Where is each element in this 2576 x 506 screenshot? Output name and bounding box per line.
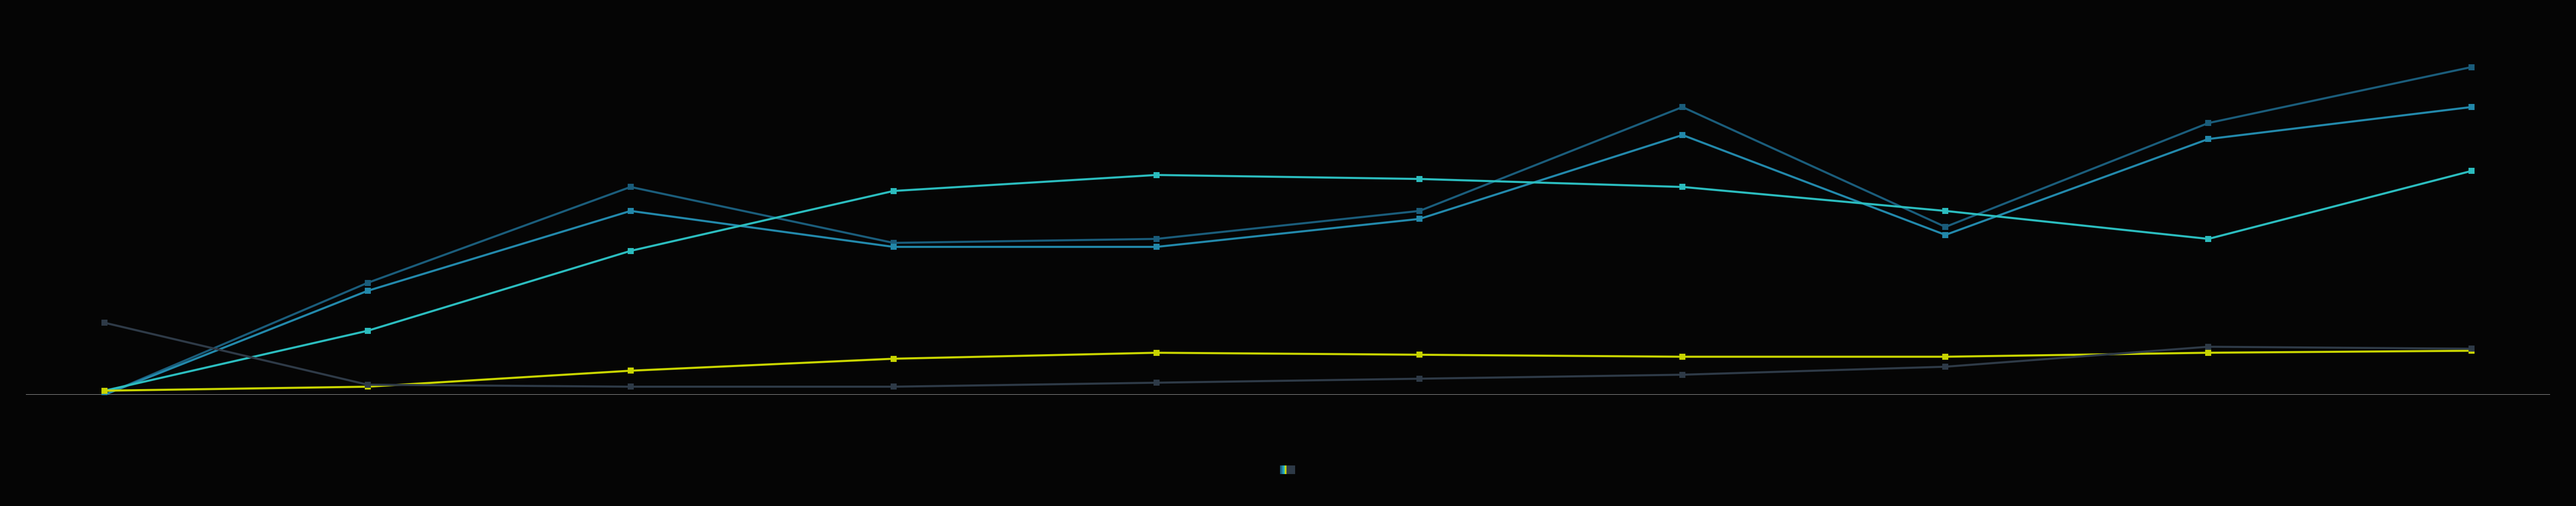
- s1: [353, 280, 384, 286]
- s1: [1929, 224, 1960, 230]
- Line: s2: s2: [100, 104, 2476, 398]
- s4: [1404, 352, 1435, 358]
- s1: [878, 240, 909, 246]
- Line: s4: s4: [100, 348, 2476, 394]
- s2: [1141, 244, 1172, 250]
- Line: s1: s1: [100, 64, 2476, 398]
- s1: [2192, 120, 2223, 126]
- s2: [353, 288, 384, 294]
- s2: [1667, 132, 1698, 138]
- s4: [353, 384, 384, 390]
- s4: [2192, 350, 2223, 356]
- s5: [616, 384, 647, 390]
- s3: [1667, 184, 1698, 190]
- s4: [1141, 350, 1172, 356]
- s3: [2455, 168, 2486, 174]
- s1: [2455, 64, 2486, 70]
- s1: [1404, 208, 1435, 214]
- s3: [878, 188, 909, 194]
- s5: [2192, 344, 2223, 350]
- s3: [353, 328, 384, 334]
- s2: [2192, 136, 2223, 142]
- s5: [878, 384, 909, 390]
- s4: [1667, 354, 1698, 360]
- s5: [1929, 364, 1960, 370]
- Line: s5: s5: [100, 320, 2476, 390]
- s3: [90, 388, 121, 394]
- s3: [1141, 172, 1172, 178]
- s1: [616, 184, 647, 190]
- s4: [2455, 348, 2486, 354]
- s1: [90, 392, 121, 398]
- s3: [616, 248, 647, 254]
- s4: [90, 388, 121, 394]
- s3: [1929, 208, 1960, 214]
- s2: [1929, 232, 1960, 238]
- s3: [2192, 236, 2223, 242]
- Line: s3: s3: [100, 168, 2476, 394]
- s3: [1404, 176, 1435, 182]
- s2: [90, 392, 121, 398]
- s4: [878, 356, 909, 362]
- s5: [90, 320, 121, 326]
- s5: [1667, 372, 1698, 378]
- s2: [616, 208, 647, 214]
- s2: [1404, 216, 1435, 222]
- s5: [2455, 346, 2486, 352]
- s2: [878, 244, 909, 250]
- s1: [1141, 236, 1172, 242]
- s5: [1141, 380, 1172, 386]
- s2: [2455, 104, 2486, 110]
- s4: [616, 368, 647, 374]
- s1: [1667, 104, 1698, 110]
- s4: [1929, 354, 1960, 360]
- s5: [353, 382, 384, 388]
- s5: [1404, 375, 1435, 382]
